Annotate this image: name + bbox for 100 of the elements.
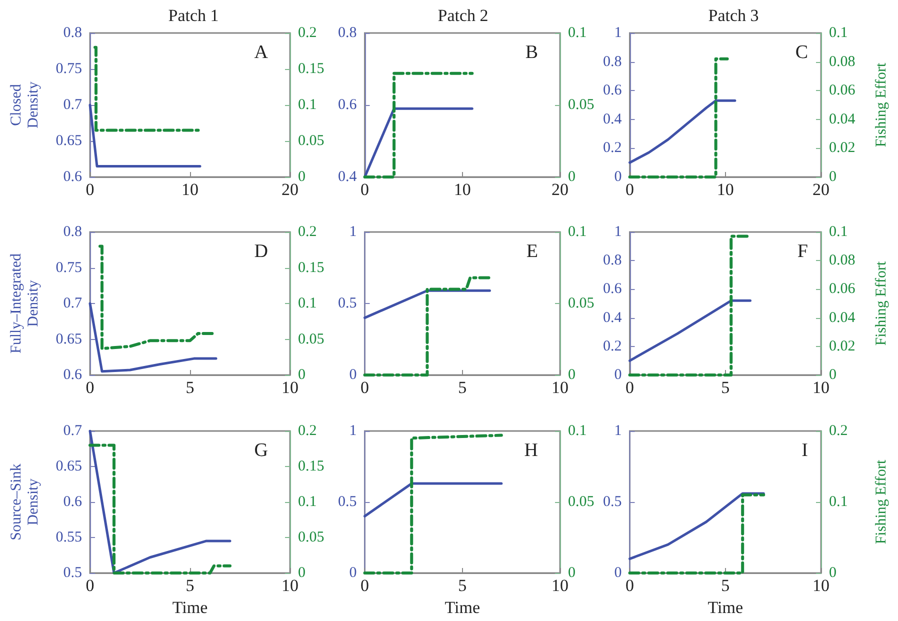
y-tick-label: 1 xyxy=(349,224,357,240)
y-tick-label: 0.6 xyxy=(338,97,358,113)
y2-axis-title: Fishing Effort xyxy=(874,459,890,544)
y-tick-label: 0.4 xyxy=(603,310,622,326)
y2-tick-label: 0.2 xyxy=(829,423,848,439)
y2-tick-label: 0.15 xyxy=(298,61,324,77)
y-tick-label: 0.6 xyxy=(603,82,622,99)
y2-tick-label: 0 xyxy=(568,169,576,185)
y-tick-label: 0.7 xyxy=(63,296,82,312)
y-tick-label: 0.5 xyxy=(338,494,357,510)
y-tick-label: 0 xyxy=(614,565,622,581)
y2-tick-label: 0 xyxy=(568,565,576,581)
x-tick-label: 10 xyxy=(552,576,568,595)
y-tick-label: 0.8 xyxy=(603,54,622,70)
y2-tick-label: 0.2 xyxy=(298,224,317,240)
y2-tick-label: 0.1 xyxy=(298,494,317,510)
x-tick-label: 10 xyxy=(552,378,568,397)
y-tick-label: 1 xyxy=(614,224,622,240)
y-tick-label: 0 xyxy=(614,169,622,185)
y2-axis-title: Fishing Effort xyxy=(874,260,890,346)
y-tick-label: 0.6 xyxy=(63,367,82,383)
y2-tick-label: 0.2 xyxy=(298,25,317,41)
x-tick-label: 0 xyxy=(86,576,94,595)
annotation: H xyxy=(524,440,538,461)
y2-tick-label: 0 xyxy=(298,367,306,383)
x-tick-label: 5 xyxy=(458,378,467,397)
y-tick-label: 0.7 xyxy=(63,97,82,113)
y2-tick-label: 0.02 xyxy=(829,140,856,156)
x-tick-label: 0 xyxy=(86,378,94,397)
annotation: I xyxy=(802,440,808,461)
y2-tick-label: 0 xyxy=(829,565,836,581)
x-axis-title: Time xyxy=(172,598,208,617)
x-tick-label: 10 xyxy=(716,180,734,199)
y-tick-label: 0.8 xyxy=(63,25,82,41)
y2-tick-label: 0 xyxy=(829,367,836,383)
x-tick-label: 0 xyxy=(626,576,634,595)
line-series xyxy=(88,302,218,373)
y-tick-label: 0.8 xyxy=(338,25,357,41)
y-tick-label: 0.8 xyxy=(603,252,622,269)
y-tick-label: 0.5 xyxy=(63,565,82,581)
y2-tick-label: 0.1 xyxy=(829,494,848,510)
annotation: E xyxy=(526,241,538,262)
annotation: G xyxy=(254,440,268,461)
y-axis-title: Closed Density xyxy=(8,81,42,128)
chart-title: Patch 3 xyxy=(708,6,759,25)
y2-tick-label: 0 xyxy=(298,565,306,581)
y-tick-label: 0.65 xyxy=(56,331,82,348)
y2-tick-label: 0.04 xyxy=(829,310,856,326)
y2-tick-label: 0.08 xyxy=(829,54,856,70)
y2-tick-label: 0 xyxy=(568,367,576,383)
x-tick-label: 5 xyxy=(721,576,730,595)
y-tick-label: 0.75 xyxy=(56,61,82,77)
x-tick-label: 20 xyxy=(552,180,568,199)
y2-tick-label: 0.08 xyxy=(829,252,856,269)
y2-tick-label: 0.06 xyxy=(829,82,856,99)
y2-tick-label: 0.1 xyxy=(298,296,317,312)
y-tick-label: 0.6 xyxy=(63,169,82,185)
y-tick-label: 0.2 xyxy=(603,140,622,156)
line-series xyxy=(628,99,736,164)
y2-tick-label: 0.02 xyxy=(829,338,856,354)
x-tick-label: 5 xyxy=(186,378,194,397)
y-tick-label: 1 xyxy=(614,25,622,41)
y2-tick-label: 0.05 xyxy=(298,133,324,149)
annotation: F xyxy=(797,241,808,262)
x-tick-label: 10 xyxy=(182,180,198,199)
x-tick-label: 0 xyxy=(86,180,94,199)
y-tick-label: 0.65 xyxy=(56,458,82,474)
y2-tick-label: 0.1 xyxy=(829,224,848,240)
y2-tick-label: 0 xyxy=(829,169,836,185)
annotation: D xyxy=(254,241,268,262)
y2-tick-label: 0.05 xyxy=(568,494,594,510)
x-tick-label: 10 xyxy=(282,576,298,595)
annotation: A xyxy=(254,42,268,63)
y2-tick-label: 0.2 xyxy=(298,423,317,439)
x-tick-label: 0 xyxy=(360,576,369,595)
x-tick-label: 20 xyxy=(282,180,298,199)
x-tick-label: 10 xyxy=(454,180,471,199)
y-tick-label: 0.75 xyxy=(56,260,82,276)
y2-tick-label: 0.1 xyxy=(568,423,587,439)
y-tick-label: 0 xyxy=(614,367,622,383)
y-axis-title: Source–Sink Density xyxy=(8,463,42,540)
y2-axis-title: Fishing Effort xyxy=(874,62,890,148)
x-axis-title: Time xyxy=(444,598,480,617)
y-tick-label: 0.55 xyxy=(56,530,82,546)
y-tick-label: 0.2 xyxy=(603,338,622,354)
y2-tick-label: 0.15 xyxy=(298,458,324,474)
y-axis-title: Fully–Integrated Density xyxy=(8,253,42,354)
x-tick-label: 0 xyxy=(626,378,634,397)
y2-tick-label: 0.05 xyxy=(298,530,324,546)
y2-tick-label: 0.05 xyxy=(568,97,594,113)
chart-title: Patch 1 xyxy=(168,6,219,25)
x-tick-label: 5 xyxy=(458,576,467,595)
y-tick-label: 1 xyxy=(614,423,622,439)
chart-title: Patch 2 xyxy=(438,6,488,25)
y-tick-label: 0.8 xyxy=(63,224,82,240)
y2-tick-label: 0.05 xyxy=(298,331,324,348)
y-tick-label: 0.4 xyxy=(603,111,622,128)
x-tick-label: 5 xyxy=(721,378,730,397)
y-tick-label: 0 xyxy=(349,367,357,383)
y-tick-label: 0.65 xyxy=(56,133,82,149)
